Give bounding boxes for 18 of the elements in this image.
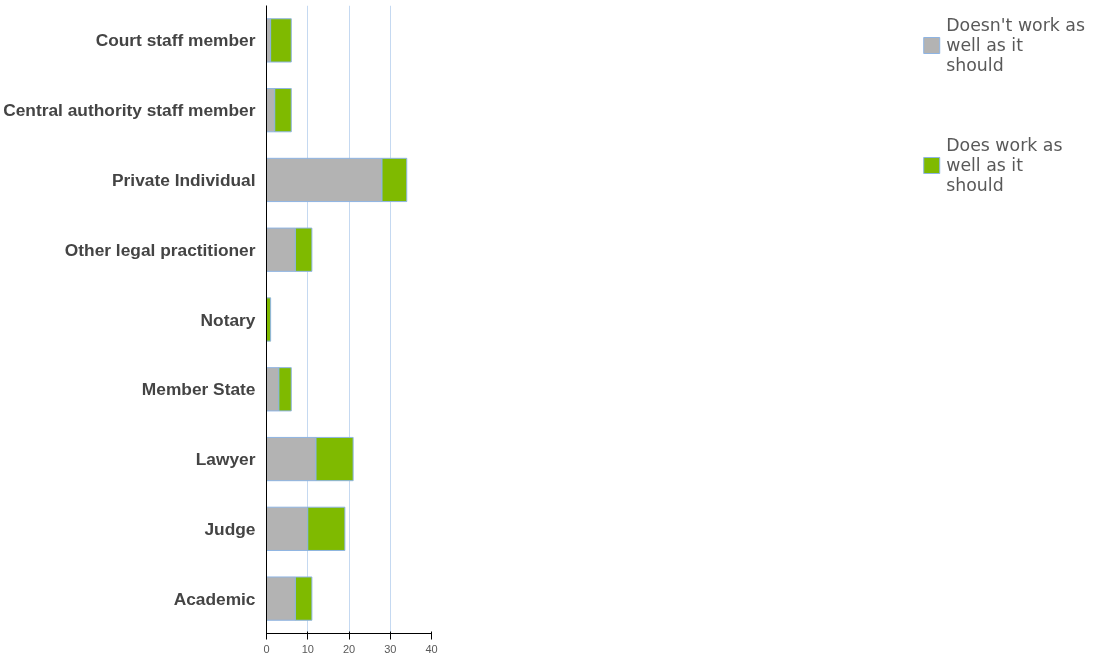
y-tick-label: Academic <box>173 588 256 609</box>
y-tick-label: Central authority staff member <box>3 100 256 121</box>
y-tick-label: Judge <box>204 518 256 539</box>
y-tick-label: Member State <box>141 379 256 400</box>
y-tick-label: Lawyer <box>195 449 256 470</box>
x-tick-label: 10 <box>301 642 314 655</box>
x-tick-label: 20 <box>342 642 356 655</box>
legend-label: Does work as well as it should <box>946 135 1063 195</box>
x-tick-label: 0 <box>263 642 270 655</box>
x-tick-label: 40 <box>425 642 438 655</box>
bar <box>270 18 292 63</box>
x-tick-label: 30 <box>384 642 397 655</box>
bar <box>266 297 272 342</box>
legend-label: Doesn't work as well as it should <box>946 15 1085 75</box>
y-tick-label: Court staff member <box>95 30 256 51</box>
y-tick-label: Other legal practitioner <box>64 239 256 260</box>
y-tick-label: Notary <box>200 309 256 330</box>
y-tick-label: Private Individual <box>112 169 256 190</box>
